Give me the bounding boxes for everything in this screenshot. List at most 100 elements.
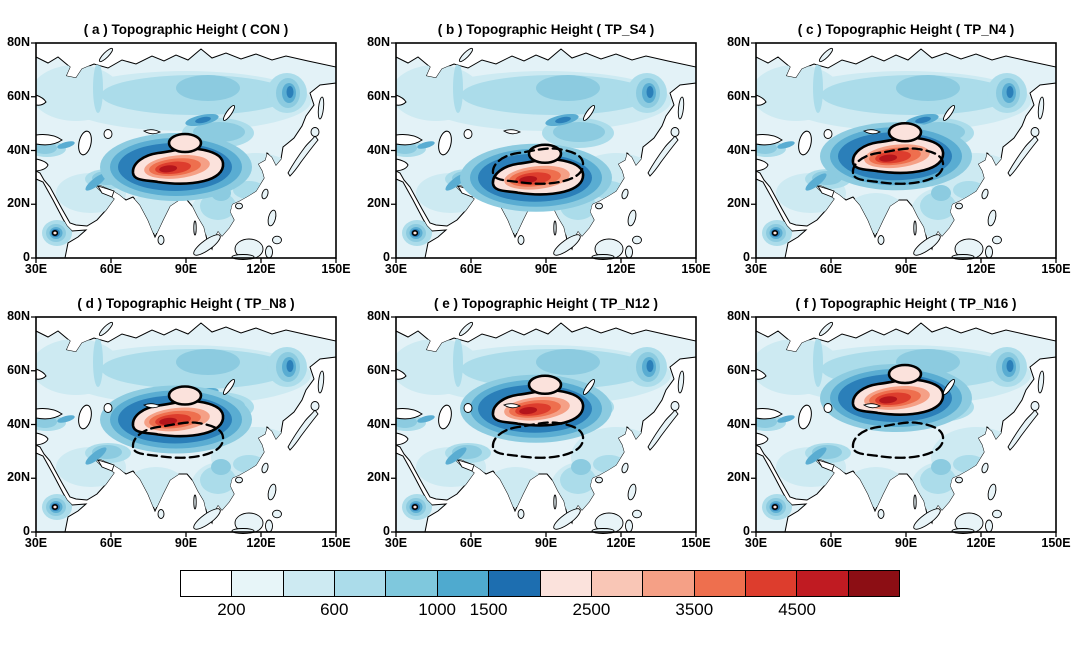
x-axis-tick-label: 120E [246,262,276,276]
figure-panel: ( b ) Topographic Height ( TP_S4 ) 80N 6… [360,22,720,282]
y-axis-tick-label: 40N [7,143,30,157]
colorbar-segment [282,571,335,596]
colorbar: 200 600 1000 1500 2500 3500 4500 [180,570,900,623]
colorbar-segment [181,571,232,596]
x-axis-tick-label: 150E [681,536,711,550]
x-axis-tick-label: 120E [246,536,276,550]
x-axis-tick-label: 150E [1041,536,1071,550]
tibetan-plateau-group [460,144,612,212]
x-axis-tick-label: 30E [384,262,408,276]
figure-panel: ( e ) Topographic Height ( TP_N12 ) 80N … [360,296,720,556]
colorbar-tick-label: 2500 [572,600,611,619]
x-axis-tick-label: 30E [24,536,48,550]
map-area: 80N 60N 40N 20N 0 30E 60E 90E 120E 150E [367,309,711,550]
y-axis-tick-label: 40N [727,417,750,431]
y-axis-tick-label: 60N [367,363,390,377]
y-axis-tick-label: 20N [367,470,390,484]
x-axis-tick-label: 60E [819,262,843,276]
x-axis-tick-label: 30E [24,262,48,276]
x-axis-tick-label: 150E [1041,262,1071,276]
x-axis-tick-label: 30E [744,536,768,550]
y-axis-tick-label: 80N [367,309,390,323]
colorbar-labels: 200 600 1000 1500 2500 3500 4500 [180,597,900,623]
x-axis-tick-label: 120E [966,262,996,276]
colorbar-tick-label: 3500 [675,600,714,619]
panel-title: ( f ) Topographic Height ( TP_N16 ) [795,296,1017,311]
y-axis-tick-label: 0 [743,524,750,538]
x-axis-tick-label: 150E [321,536,351,550]
colorbar-segments [180,570,900,597]
x-axis-tick-label: 90E [174,536,198,550]
panel-title: ( a ) Topographic Height ( CON ) [83,22,289,37]
y-axis-tick-label: 60N [727,363,750,377]
map-canvas [756,316,1057,538]
map-area: 80N 60N 40N 20N 0 30E 60E 90E 120E 150E [7,309,351,550]
map-area: 80N 60N 40N 20N 0 30E 60E 90E 120E 150E [367,35,711,276]
colorbar-segment [436,571,489,596]
figure-panel: ( d ) Topographic Height ( TP_N8 ) 80N 6… [0,296,360,556]
x-axis-tick-label: 60E [459,262,483,276]
figure-panel: ( c ) Topographic Height ( TP_N4 ) 80N 6… [720,22,1080,282]
panel-title: ( e ) Topographic Height ( TP_N12 ) [433,296,658,311]
tibetan-plateau-group [100,133,252,201]
tibetan-plateau-group [100,386,252,454]
y-axis-tick-label: 20N [727,470,750,484]
y-axis-tick-label: 40N [7,417,30,431]
y-axis-tick-label: 20N [7,196,30,210]
x-axis-tick-label: 150E [681,262,711,276]
colorbar-tick-label: 4500 [778,600,817,619]
x-axis-tick-label: 90E [534,262,558,276]
colorbar-segment [693,571,745,596]
y-axis-tick-label: 80N [7,35,30,49]
x-axis-tick-label: 120E [966,536,996,550]
colorbar-segment [590,571,643,596]
x-axis-tick-label: 30E [744,262,768,276]
figure-panel: ( a ) Topographic Height ( CON ) 80N 60N… [0,22,360,282]
y-axis-tick-label: 60N [7,363,30,377]
x-axis-tick-label: 90E [174,262,198,276]
colorbar-tick-label: 600 [320,600,349,619]
map-canvas [756,42,1057,264]
x-axis-tick-label: 120E [606,262,636,276]
y-axis-tick-label: 0 [23,250,30,264]
colorbar-segment [847,571,900,596]
y-axis-tick-label: 20N [367,196,390,210]
colorbar-tick-label: 1000 [418,600,457,619]
x-axis-tick-label: 60E [459,536,483,550]
x-axis-tick-label: 90E [894,262,918,276]
y-axis-tick-label: 80N [367,35,390,49]
tibetan-plateau-group [820,364,972,432]
x-axis-tick-label: 60E [99,536,123,550]
map-canvas [396,316,697,538]
colorbar-segment [539,571,591,596]
y-axis-tick-label: 40N [367,417,390,431]
x-axis-tick-label: 90E [894,536,918,550]
y-axis-tick-label: 0 [23,524,30,538]
colorbar-tick-label: 1500 [469,600,508,619]
y-axis-tick-label: 80N [727,35,750,49]
colorbar-segment [488,571,540,596]
y-axis-tick-label: 80N [727,309,750,323]
x-axis-tick-label: 90E [534,536,558,550]
y-axis-tick-label: 60N [367,89,390,103]
colorbar-tick-label: 200 [217,600,246,619]
y-axis-tick-label: 40N [727,143,750,157]
y-axis-tick-label: 60N [727,89,750,103]
x-axis-tick-label: 60E [99,262,123,276]
y-axis-tick-label: 80N [7,309,30,323]
map-canvas [396,42,697,264]
y-axis-tick-label: 20N [7,470,30,484]
map-area: 80N 60N 40N 20N 0 30E 60E 90E 120E 150E [727,35,1071,276]
panel-title: ( d ) Topographic Height ( TP_N8 ) [77,296,295,311]
y-axis-tick-label: 0 [383,524,390,538]
map-canvas [36,42,337,264]
colorbar-segment [231,571,283,596]
colorbar-segment [334,571,386,596]
y-axis-tick-label: 60N [7,89,30,103]
figure-panel: ( f ) Topographic Height ( TP_N16 ) 80N … [720,296,1080,556]
y-axis-tick-label: 20N [727,196,750,210]
map-area: 80N 60N 40N 20N 0 30E 60E 90E 120E 150E [727,309,1071,550]
map-canvas [36,316,337,538]
colorbar-segment [642,571,694,596]
